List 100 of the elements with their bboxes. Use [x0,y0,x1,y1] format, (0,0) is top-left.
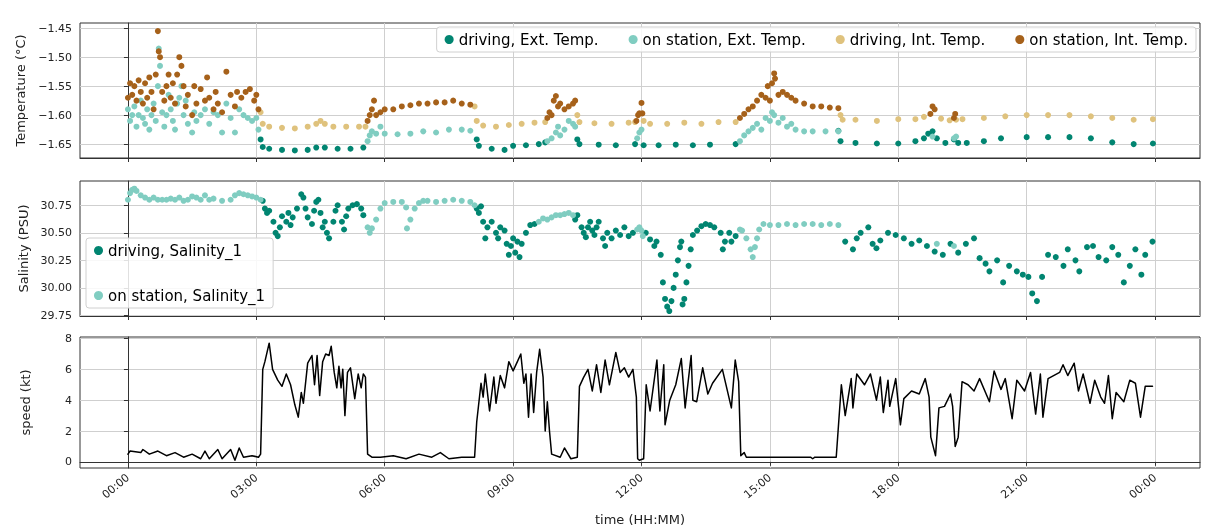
point [535,141,542,148]
point [625,119,632,126]
point [259,120,266,127]
point [330,123,337,130]
point [640,142,647,149]
point [912,116,919,123]
y-tick-label: 8 [65,332,72,346]
point [955,139,962,146]
point [920,113,927,120]
point [681,119,688,126]
y-tick-label: 30.50 [40,226,72,240]
point [689,142,696,149]
point [852,139,859,146]
point [510,142,517,149]
point [313,144,320,151]
legend-label: on station, Int. Temp. [1029,30,1188,49]
point [473,117,480,124]
y-tick-label: −1.60 [38,108,72,122]
point [715,119,722,126]
y-tick-label: 6 [65,362,72,376]
point [492,123,499,130]
point [1149,140,1156,147]
point [591,120,598,127]
point [959,116,966,123]
y-axis-title: Salinity (PSU) [15,204,31,293]
point [259,143,266,150]
point [1109,115,1116,122]
point [1130,141,1137,148]
point [1066,134,1073,141]
point [912,138,919,145]
point [347,145,354,152]
point [839,116,846,123]
y-tick-label: −1.65 [38,137,72,151]
point [1149,116,1156,123]
y-tick-label: 30.25 [40,253,72,267]
point [1002,113,1009,120]
point [1023,134,1030,141]
point [279,124,285,131]
y-tick-label: 0 [65,455,72,469]
point [632,141,639,148]
point [920,135,927,142]
point [963,139,970,146]
point [321,120,328,127]
point [980,115,987,122]
point [522,142,529,149]
point [576,141,583,148]
point [873,140,880,147]
point [1066,112,1073,119]
point [938,115,945,122]
point [505,121,512,128]
point [672,141,679,148]
point [279,146,285,153]
point [475,142,482,149]
point [640,117,647,124]
y-tick-label: 30.75 [40,198,72,212]
point [480,122,487,129]
point [304,123,311,130]
point [304,146,311,153]
point [942,139,949,146]
y-axis-title: Temperature (°C) [13,34,29,148]
y-tick-label: 2 [65,424,72,438]
point [655,142,662,149]
point [732,141,739,148]
point [895,116,902,123]
point [1023,112,1030,119]
point [664,120,671,127]
point [1087,135,1094,142]
x-axis-title: time (HH:MM) [594,512,686,527]
point [266,123,273,130]
point [343,123,350,130]
point [1109,139,1116,146]
point [291,125,298,132]
point [518,120,525,127]
point [356,123,363,130]
point [1130,116,1137,123]
legend-label: driving, Int. Temp. [849,30,986,49]
point [608,120,615,127]
point [501,146,508,153]
point [1045,134,1052,141]
point [647,120,654,127]
point [313,120,320,127]
legend-label: on station, Ext. Temp. [642,30,806,49]
point [706,141,713,148]
point [321,144,328,151]
point [612,142,619,149]
point [1087,113,1094,120]
point [980,138,987,145]
y-tick-label: 29.75 [40,308,72,322]
legend-label: driving, Ext. Temp. [458,30,599,49]
point [873,117,880,124]
y-tick-label: −1.55 [38,79,72,93]
point [698,120,705,127]
point [266,145,273,152]
point [576,119,583,126]
point [1045,112,1052,119]
y-tick-label: 30.00 [40,281,72,295]
point [257,136,264,143]
y-tick-label: −1.45 [38,21,72,35]
point [998,135,1004,142]
y-tick-label: −1.50 [38,50,72,64]
